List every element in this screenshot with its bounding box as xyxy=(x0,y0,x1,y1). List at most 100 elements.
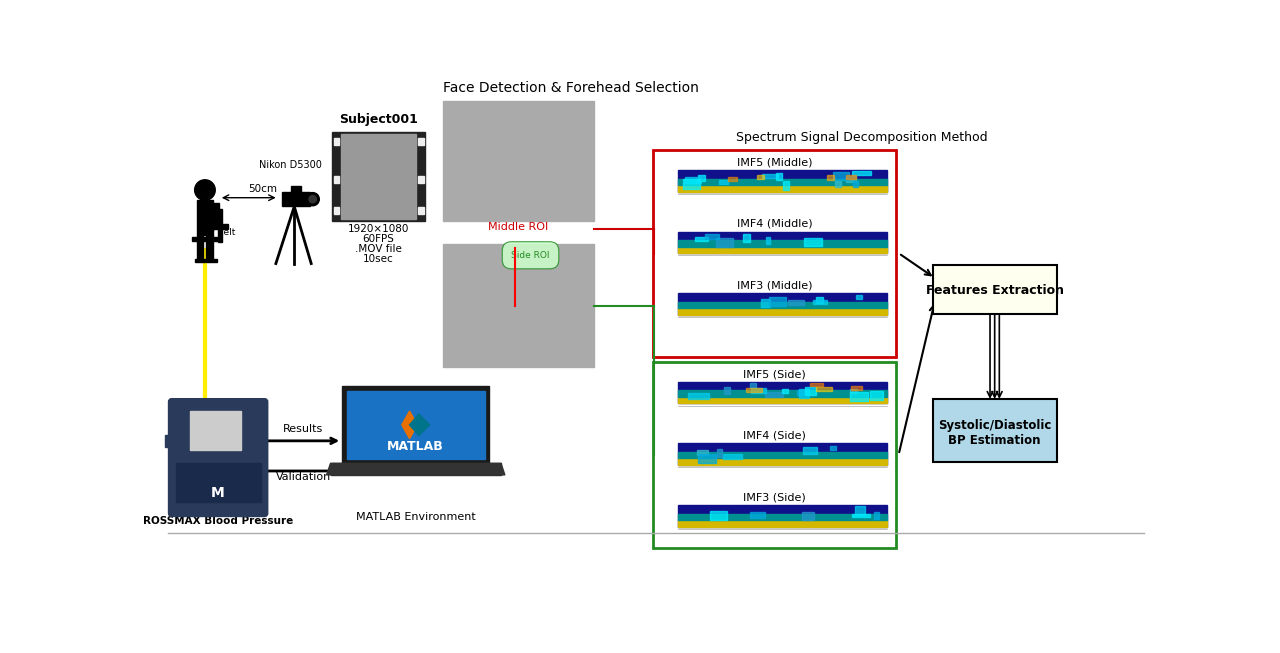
Bar xyxy=(677,458,887,465)
Bar xyxy=(765,392,782,396)
Bar xyxy=(742,234,750,242)
Bar xyxy=(677,232,887,253)
Polygon shape xyxy=(402,411,417,439)
Bar xyxy=(762,299,771,307)
FancyBboxPatch shape xyxy=(933,400,1057,462)
Bar xyxy=(810,383,823,385)
Bar xyxy=(212,224,228,229)
Bar xyxy=(723,454,742,459)
Text: Side ROI: Side ROI xyxy=(511,251,550,260)
Text: Face Detection & Forehead Selection: Face Detection & Forehead Selection xyxy=(443,81,699,95)
Bar xyxy=(762,174,778,178)
Bar xyxy=(803,511,814,520)
Bar xyxy=(695,237,708,241)
FancyBboxPatch shape xyxy=(653,150,896,357)
Bar xyxy=(684,179,700,189)
Text: Nikon D5300: Nikon D5300 xyxy=(259,161,321,170)
Bar xyxy=(846,176,856,182)
Bar xyxy=(342,134,416,219)
Bar xyxy=(846,175,856,179)
Bar xyxy=(698,454,717,463)
Bar xyxy=(873,512,879,519)
Bar xyxy=(443,101,594,221)
Bar xyxy=(750,383,756,388)
Bar xyxy=(419,176,424,183)
Polygon shape xyxy=(410,414,430,436)
Bar xyxy=(334,207,339,214)
Polygon shape xyxy=(326,464,504,475)
Text: .MOV file: .MOV file xyxy=(355,244,402,253)
Bar xyxy=(195,259,205,263)
Bar xyxy=(218,209,221,242)
Bar xyxy=(677,170,887,191)
Bar xyxy=(677,513,887,520)
Bar xyxy=(677,185,887,191)
Bar xyxy=(698,176,705,181)
Text: M: M xyxy=(211,486,225,500)
Bar xyxy=(334,138,339,146)
Bar xyxy=(723,387,730,394)
Bar xyxy=(717,449,722,457)
Bar xyxy=(728,177,737,181)
Bar xyxy=(677,308,887,315)
Bar xyxy=(797,390,804,395)
Bar xyxy=(746,389,762,392)
Bar xyxy=(685,177,700,183)
Text: Spectrum Signal Decomposition Method: Spectrum Signal Decomposition Method xyxy=(736,131,987,144)
Bar xyxy=(677,382,887,404)
Text: Systolic/Diastolic
BP Estimation: Systolic/Diastolic BP Estimation xyxy=(938,419,1051,447)
Bar xyxy=(330,464,500,475)
Bar xyxy=(716,238,733,247)
Text: ROSSMAX Blood Pressure: ROSSMAX Blood Pressure xyxy=(143,516,293,526)
Bar xyxy=(677,390,887,397)
Bar xyxy=(852,514,870,517)
Bar xyxy=(175,463,261,502)
Bar xyxy=(804,238,822,246)
Bar xyxy=(851,385,861,390)
Bar xyxy=(191,411,242,450)
Bar xyxy=(782,389,788,393)
Bar xyxy=(750,512,764,518)
Bar xyxy=(856,295,863,299)
Text: MATLAB Environment: MATLAB Environment xyxy=(356,511,476,522)
Bar xyxy=(827,174,835,180)
Bar xyxy=(756,176,764,180)
Bar xyxy=(332,133,425,221)
Bar xyxy=(788,300,804,305)
Bar xyxy=(765,237,771,244)
Bar xyxy=(769,297,786,306)
Bar xyxy=(677,247,887,253)
Text: Middle ROI: Middle ROI xyxy=(488,222,548,232)
Bar xyxy=(342,387,489,464)
FancyBboxPatch shape xyxy=(933,264,1057,314)
Bar xyxy=(718,180,728,183)
Bar xyxy=(206,259,216,263)
Text: 60FPS: 60FPS xyxy=(362,234,394,244)
Bar xyxy=(777,172,782,180)
Text: IMF5 (Side): IMF5 (Side) xyxy=(744,369,806,379)
Bar xyxy=(817,296,823,303)
Bar xyxy=(334,176,339,183)
Text: Subject001: Subject001 xyxy=(339,113,419,126)
Bar xyxy=(852,182,859,187)
Bar xyxy=(677,452,887,458)
Bar xyxy=(347,391,485,459)
Bar xyxy=(677,240,887,247)
Text: Validation: Validation xyxy=(275,472,332,482)
Bar xyxy=(677,293,887,315)
Bar xyxy=(677,443,887,465)
Text: IMF4 (Middle): IMF4 (Middle) xyxy=(737,219,813,229)
Text: 50cm: 50cm xyxy=(248,183,278,193)
Bar xyxy=(804,447,818,454)
Bar xyxy=(192,237,218,241)
Bar xyxy=(698,450,708,455)
FancyBboxPatch shape xyxy=(169,399,268,517)
Text: 10sec: 10sec xyxy=(364,253,394,264)
Bar xyxy=(870,390,883,400)
Bar xyxy=(833,172,849,180)
Bar xyxy=(813,300,827,304)
Bar xyxy=(850,392,868,402)
Circle shape xyxy=(195,180,215,200)
Bar xyxy=(291,186,301,193)
Bar xyxy=(419,207,424,214)
